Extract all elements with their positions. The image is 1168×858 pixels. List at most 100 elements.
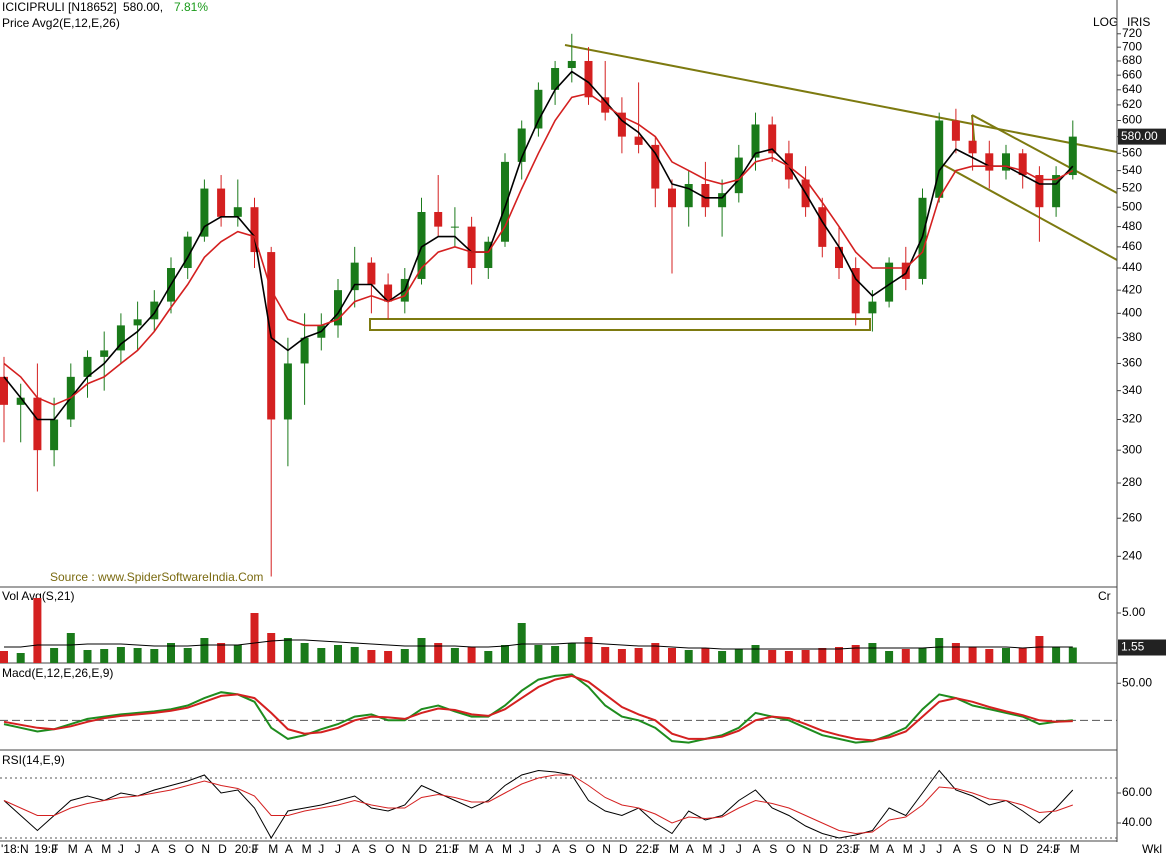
candle-body <box>200 188 209 237</box>
tool-name: IRIS <box>1127 15 1150 29</box>
y-tick-label: 50.00 <box>1122 675 1152 689</box>
candle-body <box>434 211 443 227</box>
x-tick-label: 20:J <box>235 842 258 856</box>
volume-bar <box>784 651 793 663</box>
x-tick-label: 24:J <box>1036 842 1059 856</box>
volume-bar <box>0 651 8 663</box>
x-tick-label: S <box>168 842 176 856</box>
volume-bar <box>801 650 810 663</box>
volume-bar <box>668 648 676 663</box>
x-tick-label: F <box>252 842 259 856</box>
x-tick-label: M <box>302 842 312 856</box>
x-tick-label: A <box>953 842 961 856</box>
indicator-label: Price Avg2(E,12,E,26) <box>2 16 120 30</box>
candle-body <box>300 337 309 364</box>
candle-body <box>50 419 59 451</box>
volume-bar <box>584 637 593 663</box>
volume-bar <box>300 643 309 663</box>
y-tick-label: 280 <box>1122 475 1142 489</box>
volume-bar <box>835 647 843 663</box>
volume-bar <box>868 643 877 663</box>
volume-bar <box>50 648 59 663</box>
y-tick-label: 360 <box>1122 356 1142 370</box>
volume-bar <box>951 643 960 663</box>
x-tick-label: 19:J <box>34 842 57 856</box>
y-tick-label: 320 <box>1122 412 1142 426</box>
candle-body <box>501 161 509 242</box>
x-tick-label: A <box>85 842 93 856</box>
candle-body <box>1002 153 1010 171</box>
y-tick-label: 240 <box>1122 548 1142 562</box>
scale-mode: LOG <box>1093 15 1118 29</box>
volume-bar <box>183 648 192 663</box>
x-tick-label: S <box>970 842 978 856</box>
volume-bar <box>450 648 459 663</box>
volume-bar <box>701 648 710 663</box>
candle-body <box>567 60 576 69</box>
x-tick-label: M <box>502 842 512 856</box>
volume-bar <box>718 651 727 663</box>
volume-bar <box>384 651 393 663</box>
x-tick-label: J <box>936 842 942 856</box>
x-tick-label: J <box>318 842 324 856</box>
volume-bar <box>1052 647 1061 663</box>
volume-bar <box>517 623 526 663</box>
volume-bar <box>267 633 276 663</box>
candle-body <box>885 262 894 302</box>
channel-line <box>939 162 1118 261</box>
volume-bar <box>634 648 643 663</box>
candle-body <box>668 188 676 208</box>
ema-line <box>3 70 1074 421</box>
candle-body <box>450 226 459 228</box>
volume-bar <box>985 649 994 663</box>
volume-bar <box>150 649 159 663</box>
x-tick-label: S <box>368 842 376 856</box>
y-tick-label: 660 <box>1122 67 1142 81</box>
indicator-line <box>3 774 1073 835</box>
last-value-label: 1.55 <box>1121 640 1145 654</box>
y-tick-label: 420 <box>1122 282 1142 296</box>
x-tick-label: A <box>886 842 894 856</box>
x-tick-label: N <box>602 842 611 856</box>
x-tick-label: '18:N <box>1 842 29 856</box>
volume-bar <box>885 651 894 663</box>
x-tick-label: O <box>385 842 394 856</box>
candle-body <box>701 184 710 208</box>
y-tick-label: 380 <box>1122 330 1142 344</box>
x-tick-label: J <box>335 842 341 856</box>
volume-bar <box>1018 648 1027 663</box>
candle-body <box>33 397 42 451</box>
price: 580.00, <box>123 0 163 14</box>
volume-bar <box>367 650 376 663</box>
volume-bar <box>417 638 426 663</box>
x-tick-label: D <box>819 842 828 856</box>
volume-bar <box>400 649 409 663</box>
volume-bar <box>1002 648 1010 663</box>
volume-bar <box>167 643 175 663</box>
volume-bar <box>484 651 493 663</box>
unit: Cr <box>1098 589 1111 603</box>
candle-body <box>467 226 476 269</box>
candle-body <box>968 140 977 154</box>
last-value-label: 580.00 <box>1121 129 1158 143</box>
volume-bar <box>16 653 25 663</box>
x-tick-label: J <box>135 842 141 856</box>
candle-body <box>517 128 526 162</box>
y-tick-label: 40.00 <box>1122 815 1152 829</box>
candle-body <box>768 124 777 154</box>
volume-bar <box>1035 636 1044 663</box>
panel-title: Macd(E,12,E,26,E,9) <box>2 666 113 680</box>
x-tick-label: D <box>218 842 227 856</box>
volume-bar <box>734 649 743 663</box>
x-tick-label: J <box>535 842 541 856</box>
candle-body <box>985 153 994 171</box>
candle-body <box>350 262 359 291</box>
x-tick-label: M <box>1070 842 1080 856</box>
x-tick-label: M <box>68 842 78 856</box>
volume-bar <box>33 598 42 663</box>
volume-bar <box>551 646 560 663</box>
candle-body <box>534 89 543 129</box>
candle-body <box>935 120 944 198</box>
candle-body <box>384 284 393 302</box>
